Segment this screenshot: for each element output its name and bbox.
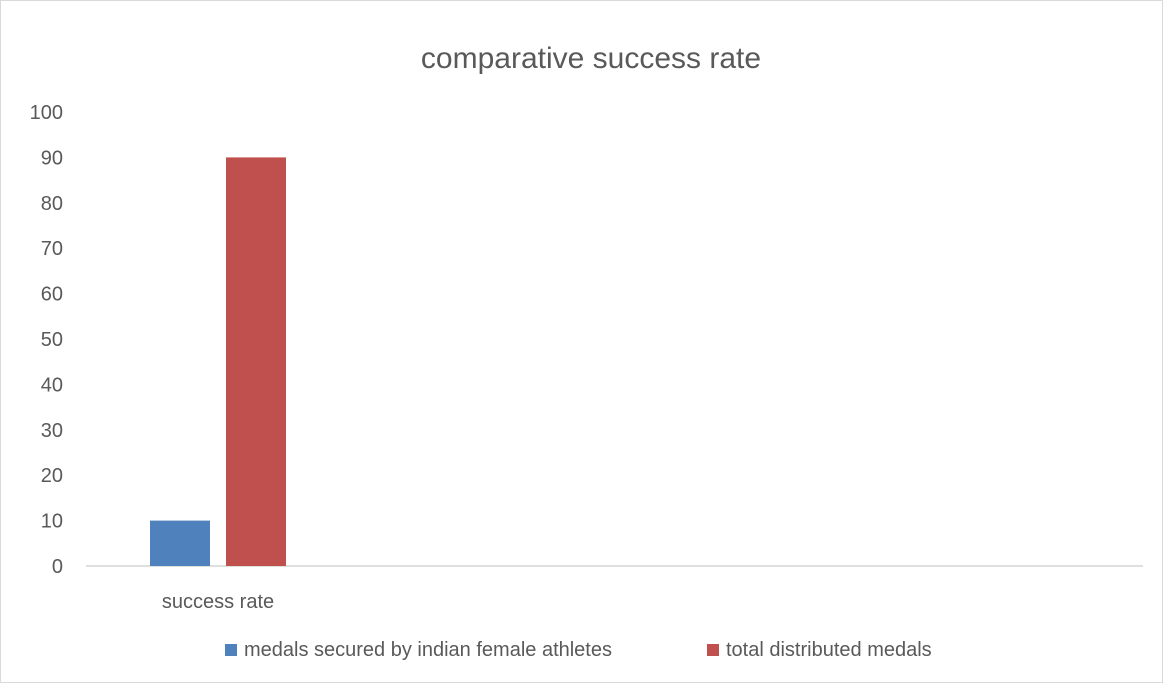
y-tick-label: 90 (41, 147, 63, 169)
chart-title: comparative success rate (421, 42, 761, 75)
legend-label: medals secured by indian female athletes (244, 639, 612, 661)
y-tick-label: 80 (41, 193, 63, 215)
y-tick-label: 70 (41, 238, 63, 260)
y-tick-label: 30 (41, 420, 63, 442)
bar-medals-secured (150, 520, 210, 566)
x-tick-label: success rate (162, 591, 274, 613)
y-tick-label: 60 (41, 284, 63, 306)
legend-swatch (707, 644, 719, 656)
legend-swatch (225, 644, 237, 656)
x-axis-ticks: success rate (162, 591, 274, 613)
y-tick-label: 20 (41, 465, 63, 487)
y-tick-label: 0 (52, 556, 63, 578)
y-tick-label: 10 (41, 511, 63, 533)
legend: medals secured by indian female athletes… (225, 639, 932, 661)
y-tick-label: 40 (41, 374, 63, 396)
y-tick-label: 50 (41, 329, 63, 351)
bar-total-distributed (226, 157, 286, 566)
y-axis-ticks: 0 10 20 30 40 50 60 70 80 90 100 (30, 102, 63, 578)
y-tick-label: 100 (30, 102, 63, 124)
bars-group (150, 157, 286, 566)
legend-label: total distributed medals (726, 639, 932, 661)
